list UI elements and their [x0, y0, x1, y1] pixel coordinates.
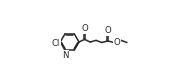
Text: O: O	[114, 38, 121, 47]
Text: N: N	[62, 51, 69, 60]
Text: Cl: Cl	[52, 39, 60, 48]
Text: O: O	[105, 26, 111, 35]
Text: O: O	[81, 24, 88, 33]
